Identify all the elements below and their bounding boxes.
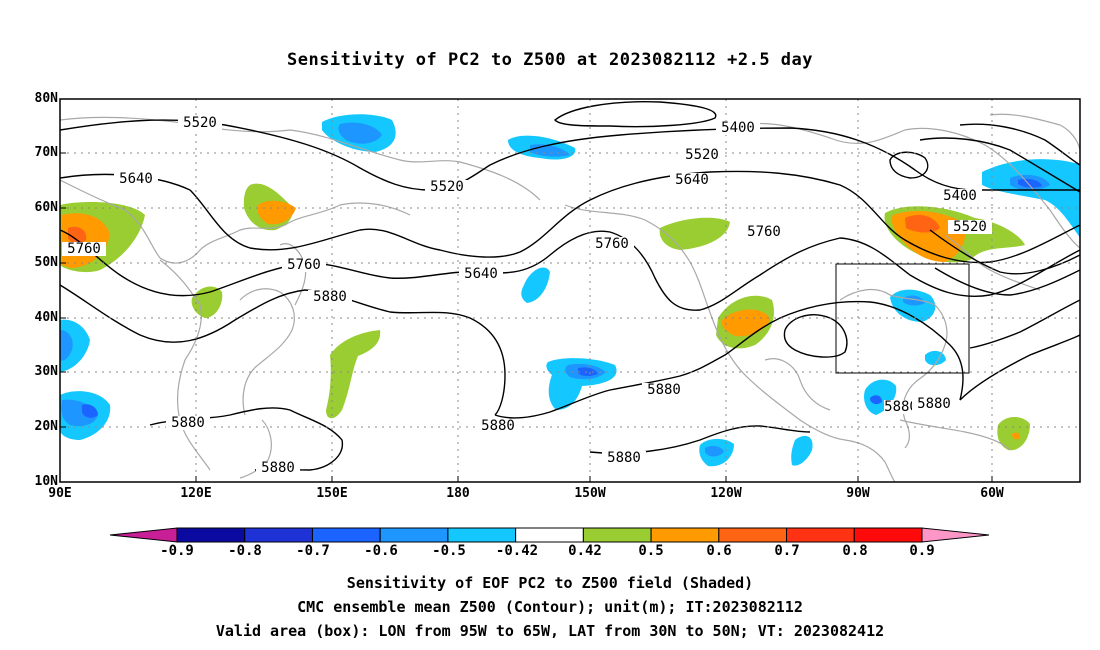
lon-label: 120E bbox=[180, 486, 212, 501]
colorbar-label: 0.9 bbox=[909, 543, 935, 559]
contour-label: 5400 bbox=[716, 120, 760, 136]
contour-label: 5400 bbox=[938, 188, 982, 204]
contour-label: 5760 bbox=[62, 241, 106, 257]
svg-text:5760: 5760 bbox=[67, 241, 101, 257]
lat-label: 10N bbox=[34, 474, 58, 489]
contour-label: 5760 bbox=[742, 224, 786, 240]
colorbar-label: -0.5 bbox=[432, 543, 466, 559]
svg-text:5400: 5400 bbox=[721, 120, 755, 136]
svg-text:5880: 5880 bbox=[647, 382, 681, 398]
svg-text:5520: 5520 bbox=[183, 115, 217, 131]
svg-text:5880: 5880 bbox=[171, 415, 205, 431]
footer-caption-shaded: Sensitivity of EOF PC2 to Z500 field (Sh… bbox=[346, 574, 754, 592]
lon-label: 90W bbox=[846, 486, 870, 501]
svg-text:5880: 5880 bbox=[607, 450, 641, 466]
lon-label: 150E bbox=[316, 486, 348, 501]
lon-label: 90E bbox=[48, 486, 72, 501]
plot-frame bbox=[59, 98, 1081, 483]
contour-label: 5880 bbox=[166, 415, 210, 431]
contour-label: 5520 bbox=[178, 115, 222, 131]
svg-text:5880: 5880 bbox=[261, 460, 295, 476]
lon-label: 120W bbox=[710, 486, 742, 501]
colorbar-label: 0.7 bbox=[774, 543, 800, 559]
svg-text:5760: 5760 bbox=[287, 257, 321, 273]
positive-sensitivity-shading bbox=[60, 183, 1030, 451]
colorbar-label: -0.9 bbox=[160, 543, 194, 559]
axis-ticks bbox=[60, 98, 993, 482]
lat-label: 80N bbox=[34, 91, 58, 106]
colorbar-label: 0.5 bbox=[638, 543, 664, 559]
svg-text:5520: 5520 bbox=[953, 219, 987, 235]
contour-label: 5880 bbox=[308, 289, 352, 305]
svg-text:5520: 5520 bbox=[430, 179, 464, 195]
contour-label: 5520 bbox=[425, 179, 469, 195]
contour-label: 5880 bbox=[884, 399, 918, 415]
lon-label: 180 bbox=[446, 486, 470, 501]
graticule bbox=[60, 99, 1080, 482]
svg-text:5880: 5880 bbox=[481, 418, 515, 434]
contour-label: 5880 bbox=[476, 418, 520, 434]
valid-area-box bbox=[835, 263, 970, 374]
colorbar-label: -0.8 bbox=[228, 543, 262, 559]
lon-label: 150W bbox=[574, 486, 606, 501]
svg-text:5760: 5760 bbox=[595, 236, 629, 252]
lat-label: 30N bbox=[34, 364, 58, 379]
figure-title: Sensitivity of PC2 to Z500 at 2023082112… bbox=[286, 50, 813, 70]
lat-label: 20N bbox=[34, 419, 58, 434]
svg-text:5760: 5760 bbox=[747, 224, 781, 240]
lat-label: 50N bbox=[34, 255, 58, 270]
contour-label: 5640 bbox=[114, 171, 158, 187]
contour-label: 5520 bbox=[680, 147, 724, 163]
svg-text:5640: 5640 bbox=[464, 266, 498, 282]
svg-text:5640: 5640 bbox=[119, 171, 153, 187]
lat-label: 60N bbox=[34, 200, 58, 215]
negative-sensitivity-shading bbox=[60, 114, 1080, 467]
svg-text:5880: 5880 bbox=[884, 399, 918, 415]
lat-label: 40N bbox=[34, 310, 58, 325]
colorbar-label: -0.42 bbox=[495, 543, 539, 559]
contour-labels: 5520 5400 5520 5520 5640 5640 5400 5520 … bbox=[62, 115, 992, 476]
svg-text:5880: 5880 bbox=[917, 396, 951, 412]
svg-text:5520: 5520 bbox=[685, 147, 719, 163]
contour-label: 5760 bbox=[282, 257, 326, 273]
footer-caption-valid-area: Valid area (box): LON from 95W to 65W, L… bbox=[215, 622, 885, 640]
contour-label: 5880 bbox=[602, 450, 646, 466]
contour-label: 5880 bbox=[256, 460, 300, 476]
colorbar-label: 0.42 bbox=[568, 543, 602, 559]
contour-label: 5760 bbox=[590, 236, 634, 252]
colorbar-label: -0.7 bbox=[296, 543, 330, 559]
svg-text:5640: 5640 bbox=[675, 172, 709, 188]
colorbar-label: -0.6 bbox=[364, 543, 398, 559]
contour-label: 5640 bbox=[459, 266, 503, 282]
footer-caption-contour: CMC ensemble mean Z500 (Contour); unit(m… bbox=[297, 598, 803, 616]
svg-text:5880: 5880 bbox=[313, 289, 347, 305]
svg-text:5400: 5400 bbox=[943, 188, 977, 204]
contour-label: 5520 bbox=[948, 219, 992, 235]
lon-label: 60W bbox=[980, 486, 1004, 501]
lat-label: 70N bbox=[34, 145, 58, 160]
contour-label: 5640 bbox=[670, 172, 714, 188]
z500-contours bbox=[60, 100, 1080, 471]
colorbar-label: 0.6 bbox=[706, 543, 732, 559]
contour-label: 5880 bbox=[642, 382, 686, 398]
contour-label: 5880 bbox=[912, 396, 956, 412]
colorbar-label: 0.8 bbox=[842, 543, 868, 559]
